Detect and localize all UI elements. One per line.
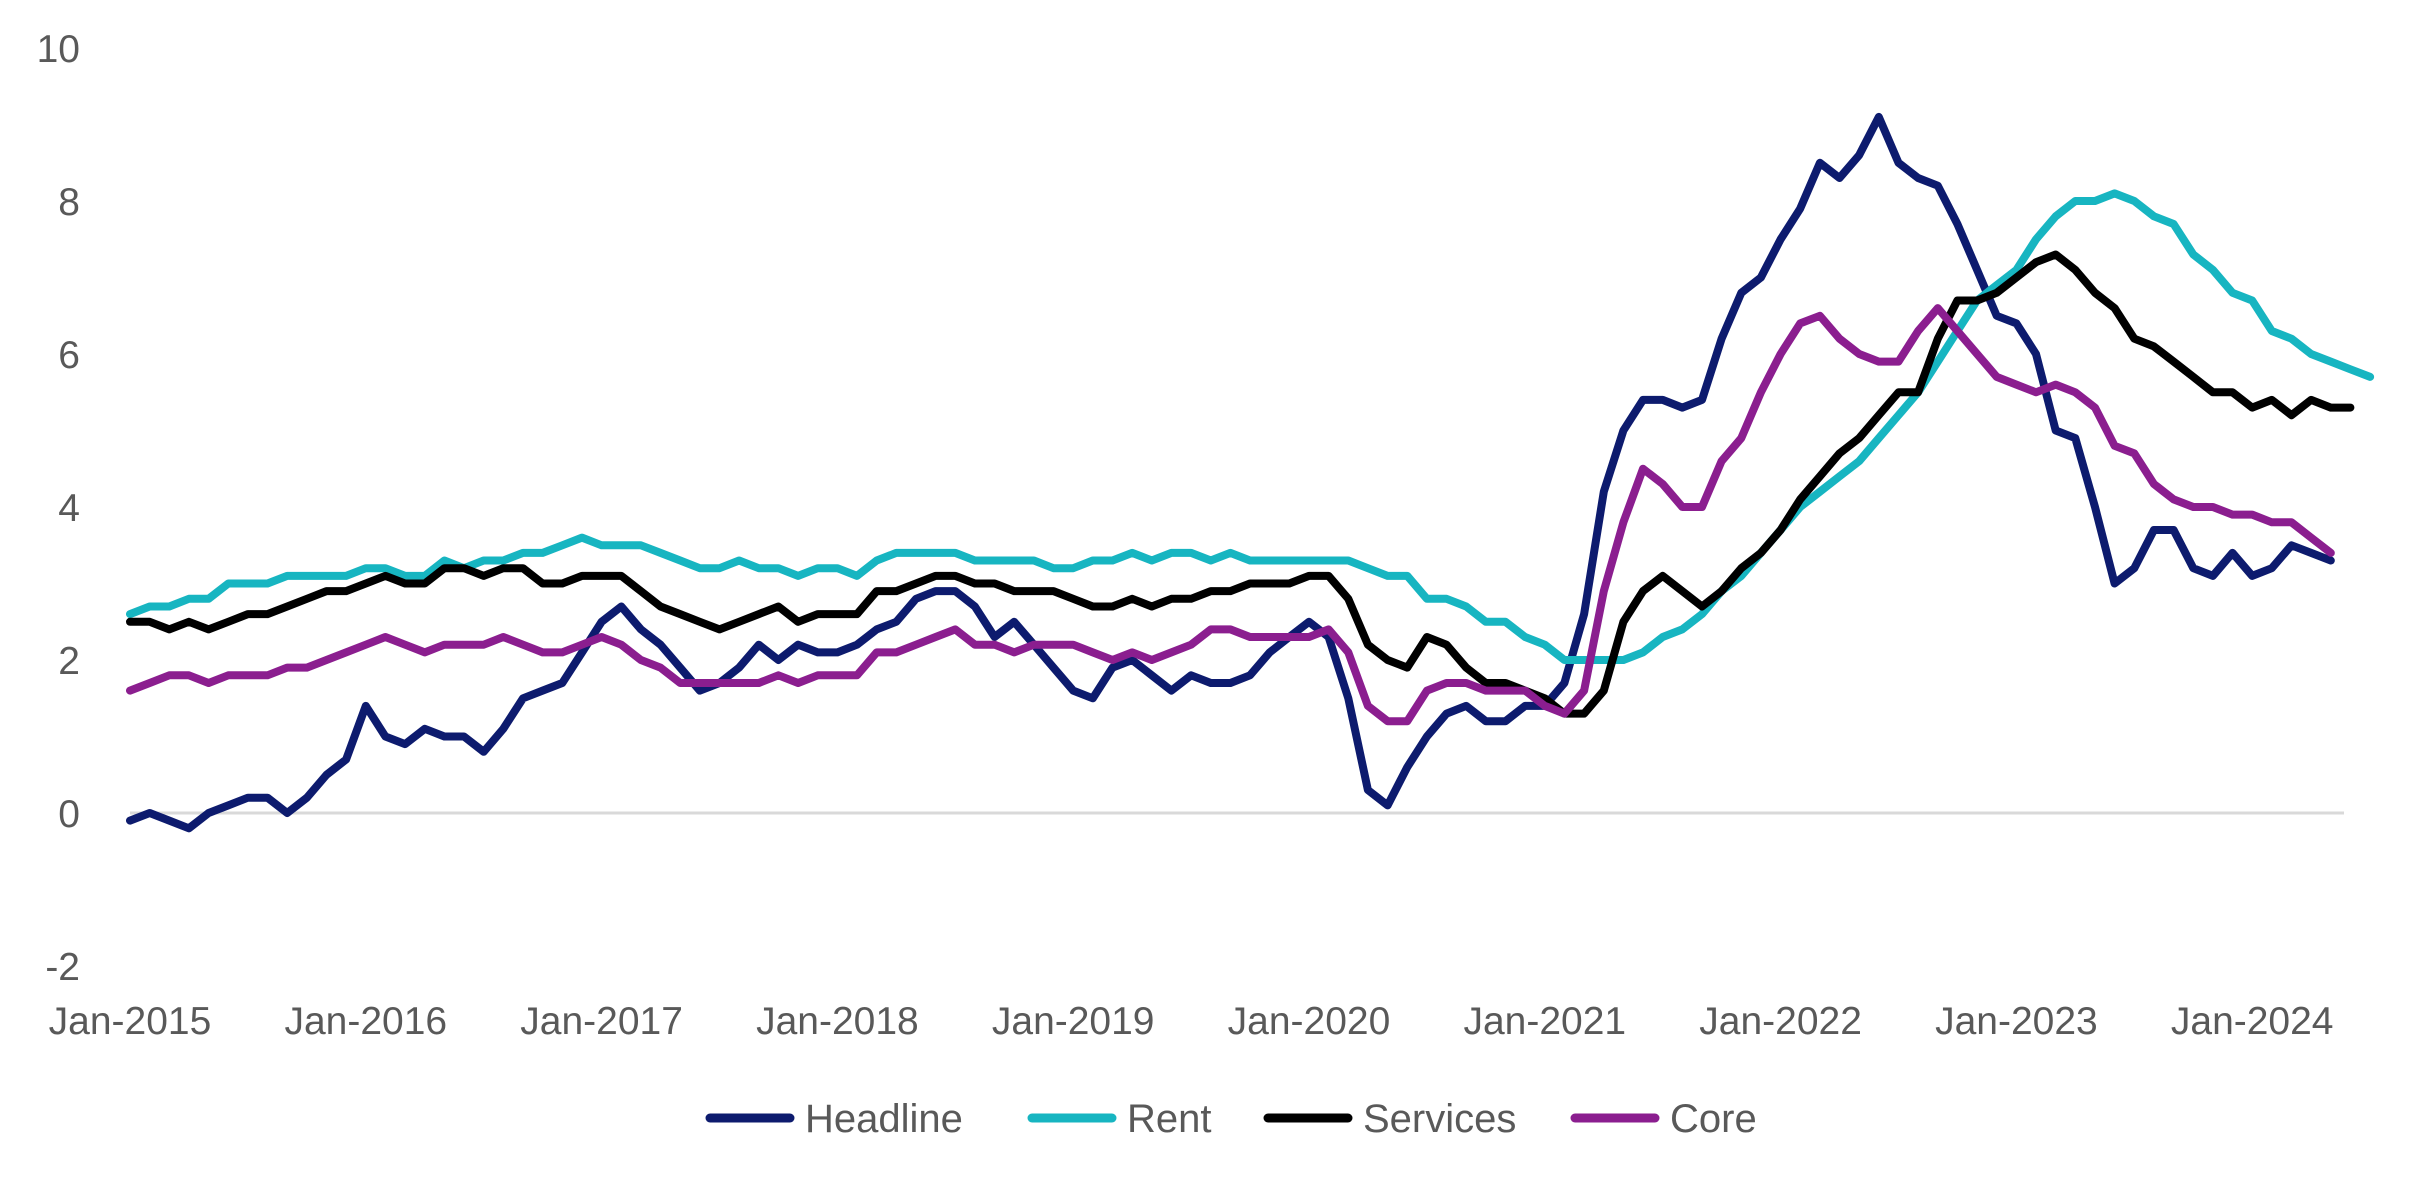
y-tick-label: -2	[45, 946, 80, 989]
legend-label: Core	[1670, 1097, 1757, 1141]
x-tick-label: Jan-2022	[1699, 1000, 1862, 1043]
legend-item-rent: Rent	[1027, 1097, 1212, 1141]
x-tick-label: Jan-2023	[1935, 1000, 2098, 1043]
legend-label: Headline	[805, 1097, 963, 1141]
y-tick-label: 4	[58, 487, 80, 530]
legend-item-headline: Headline	[705, 1097, 963, 1141]
y-tick-label: 2	[58, 640, 80, 683]
legend-label: Services	[1363, 1097, 1516, 1141]
y-tick-label: 0	[58, 793, 80, 836]
series-line-rent	[126, 189, 2375, 664]
series-line-core	[126, 304, 2335, 726]
y-tick-label: 6	[58, 334, 80, 377]
x-tick-label: Jan-2017	[520, 1000, 683, 1043]
y-tick-label: 10	[37, 28, 80, 71]
x-tick-label: Jan-2015	[49, 1000, 212, 1043]
series-lines	[126, 112, 2375, 833]
legend-item-services: Services	[1263, 1097, 1516, 1141]
x-tick-label: Jan-2018	[756, 1000, 919, 1043]
x-axis-tick-labels: Jan-2015 Jan-2016 Jan-2017 Jan-2018 Jan-2019…	[49, 1000, 2334, 1043]
x-tick-label: Jan-2020	[1228, 1000, 1391, 1043]
series-line-headline	[126, 112, 2335, 833]
legend-label: Rent	[1127, 1097, 1212, 1141]
legend: Headline Rent Services Core	[705, 1097, 1757, 1141]
x-tick-label: Jan-2021	[1463, 1000, 1626, 1043]
y-tick-label: 8	[58, 181, 80, 224]
legend-item-core: Core	[1570, 1097, 1757, 1141]
y-axis-tick-labels: -2 0 2 4 6 8 10	[37, 28, 80, 989]
x-tick-label: Jan-2016	[284, 1000, 447, 1043]
series-line-services	[126, 250, 2355, 718]
x-tick-label: Jan-2024	[2171, 1000, 2334, 1043]
x-tick-label: Jan-2019	[992, 1000, 1155, 1043]
